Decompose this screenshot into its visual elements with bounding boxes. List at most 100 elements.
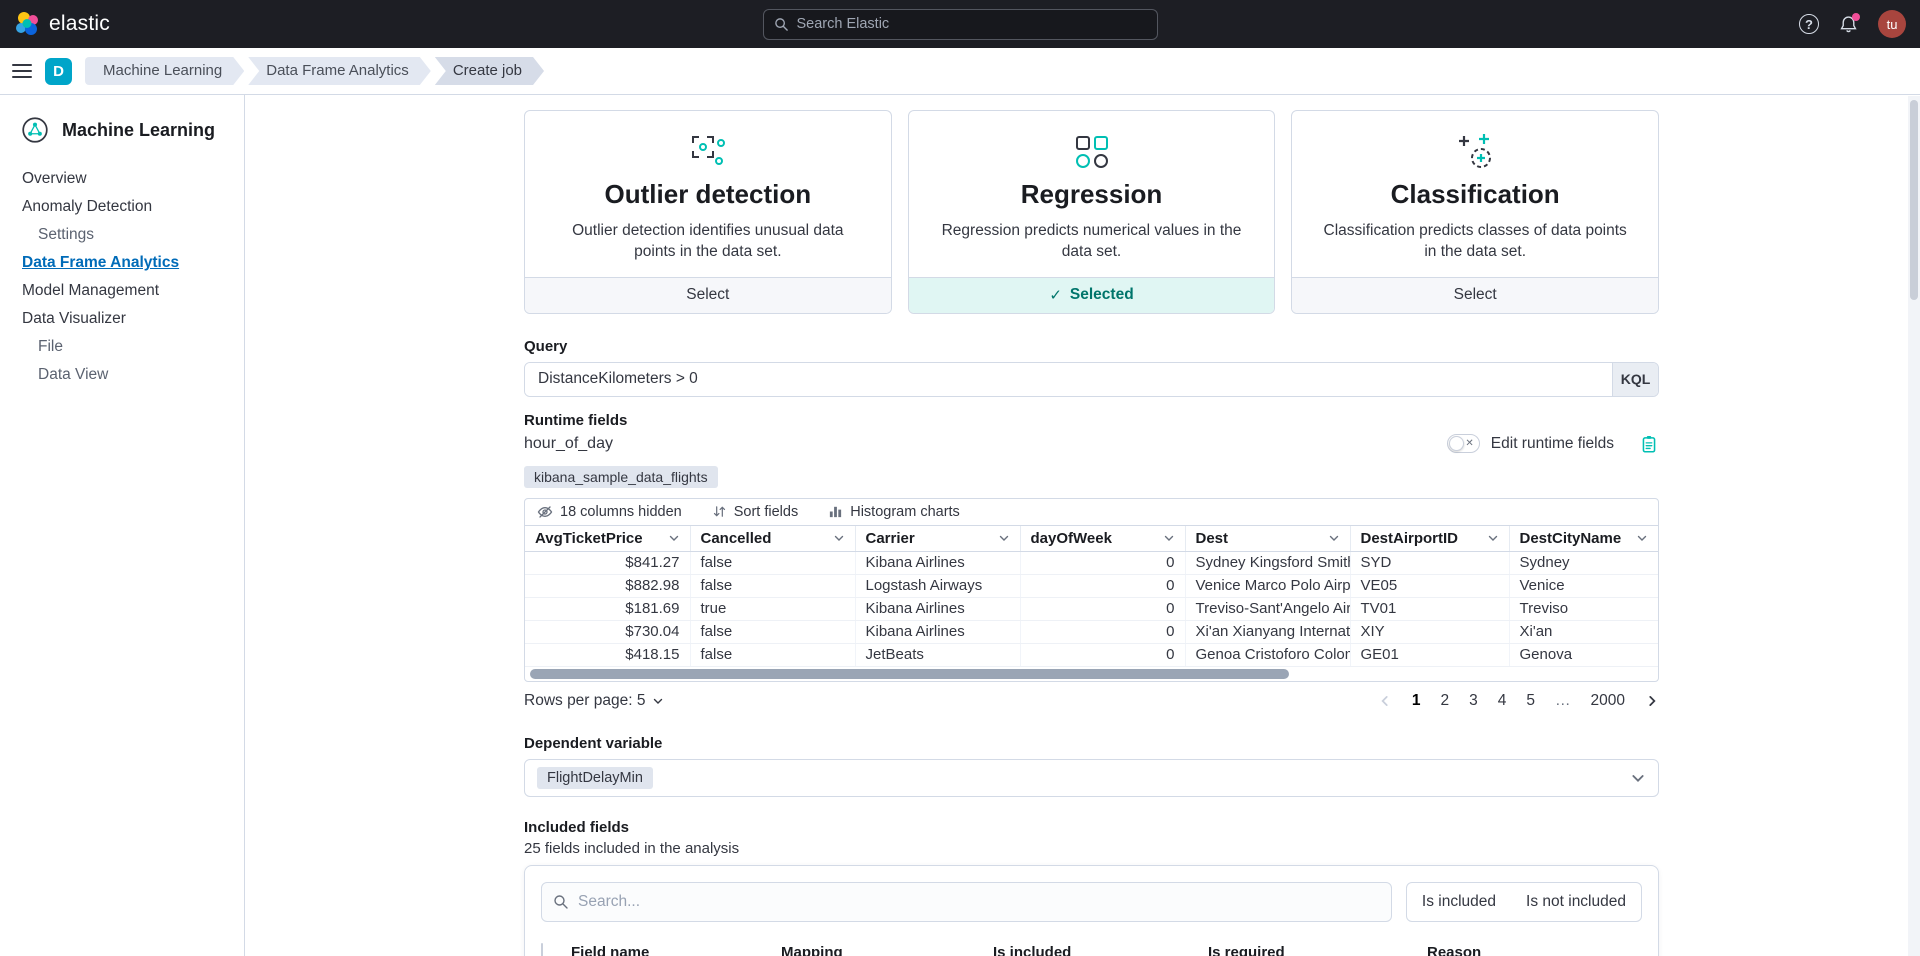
next-page-icon[interactable] (1645, 694, 1659, 708)
cell: TV01 (1350, 597, 1510, 621)
cell: $418.15 (525, 643, 691, 667)
grid-toolbar: 18 columns hidden Sort fields Histogram … (525, 499, 1658, 526)
histogram-icon (828, 504, 843, 519)
breadcrumb-data-frame-analytics[interactable]: Data Frame Analytics (248, 57, 431, 85)
is-included-filter-button[interactable]: Is included (1421, 892, 1497, 910)
clipboard-icon[interactable] (1639, 434, 1659, 454)
sidebar-item-file[interactable]: File (38, 338, 63, 355)
breadcrumb-create-job[interactable]: Create job (435, 57, 544, 85)
sidebar-item-model-management[interactable]: Model Management (22, 282, 159, 299)
select-outlier-detection-button[interactable]: Select (525, 276, 891, 313)
select-all-checkbox[interactable] (541, 942, 543, 956)
global-search-input[interactable] (796, 16, 1147, 32)
column-header-avgticketprice[interactable]: AvgTicketPrice (525, 525, 691, 552)
vertical-scrollbar-thumb[interactable] (1910, 100, 1918, 300)
notifications-bell-icon[interactable] (1839, 12, 1860, 34)
query-input[interactable] (525, 362, 1612, 396)
sidebar-item-data-view[interactable]: Data View (38, 366, 109, 383)
page-4[interactable]: 4 (1497, 691, 1507, 709)
fields-table-header: Field name Mapping Is included Is requir… (541, 942, 1642, 956)
brand: elastic (14, 11, 314, 37)
card-outlier-detection: Outlier detection Outlier detection iden… (524, 110, 892, 314)
edit-runtime-fields-toggle[interactable]: ✕ (1446, 434, 1480, 454)
cell: Treviso-Sant'Angelo Airport (1185, 597, 1351, 621)
table-header-row: AvgTicketPrice Cancelled Carrier dayOfWe… (525, 525, 1658, 552)
space-badge[interactable]: D (45, 57, 72, 85)
menu-icon[interactable] (12, 64, 32, 78)
search-icon (553, 894, 569, 910)
query-label: Query (524, 337, 568, 355)
column-header-dest[interactable]: Dest (1185, 525, 1351, 552)
fields-search-input[interactable] (578, 892, 1380, 911)
user-avatar[interactable]: tu (1878, 10, 1906, 38)
included-fields-label: Included fields (524, 818, 630, 836)
pagination: Rows per page: 5 1 2 3 4 5 … 2000 (524, 692, 1659, 710)
is-not-included-filter-button[interactable]: Is not included (1526, 892, 1626, 910)
chevron-down-icon (1637, 536, 1647, 542)
sidebar-item-settings[interactable]: Settings (38, 226, 95, 243)
sidebar-item-data-frame-analytics[interactable]: Data Frame Analytics (22, 254, 180, 271)
classification-icon (1318, 129, 1632, 175)
source-data-grid: 18 columns hidden Sort fields Histogram … (524, 497, 1659, 682)
cell: 0 (1020, 597, 1186, 621)
data-grid-table: AvgTicketPrice Cancelled Carrier dayOfWe… (525, 525, 1658, 667)
column-header-carrier[interactable]: Carrier (855, 525, 1021, 552)
page-2[interactable]: 2 (1440, 691, 1450, 709)
selected-regression-button[interactable]: ✓ Selected (908, 276, 1275, 313)
card-title: Outlier detection (604, 179, 812, 209)
brand-text: elastic (49, 12, 110, 35)
global-search[interactable] (762, 8, 1158, 40)
fields-search[interactable] (541, 881, 1392, 922)
histogram-charts-button[interactable]: Histogram charts (828, 504, 960, 520)
fields-column-is-included: Is included (993, 943, 1072, 956)
help-icon[interactable]: ? (1799, 14, 1819, 34)
cell: XIY (1350, 620, 1510, 644)
page-1[interactable]: 1 (1411, 691, 1421, 709)
table-row: $181.69 true Kibana Airlines 0 Treviso-S… (525, 597, 1658, 621)
cell: Sydney (1509, 551, 1658, 575)
sidebar-item-data-visualizer[interactable]: Data Visualizer (22, 310, 126, 327)
column-header-destcityname[interactable]: DestCityName (1509, 525, 1658, 552)
cell: Xi'an (1509, 620, 1658, 644)
sidebar: Machine Learning Overview Anomaly Detect… (0, 95, 245, 956)
cell: Kibana Airlines (855, 551, 1021, 575)
edit-runtime-fields-label: Edit runtime fields (1490, 434, 1614, 452)
toggle-knob (1448, 436, 1464, 452)
rows-per-page-button[interactable]: Rows per page: 5 (524, 692, 664, 710)
cell: 0 (1020, 551, 1186, 575)
breadcrumb-machine-learning[interactable]: Machine Learning (85, 57, 244, 85)
column-header-destairportid[interactable]: DestAirportID (1350, 525, 1510, 552)
cell: Logstash Airways (855, 574, 1021, 598)
runtime-field-value: hour_of_day (524, 434, 613, 452)
sort-fields-button[interactable]: Sort fields (712, 504, 798, 520)
elastic-logo-icon[interactable] (14, 11, 40, 37)
previous-page-icon[interactable] (1378, 694, 1392, 708)
page-5[interactable]: 5 (1526, 691, 1536, 709)
column-header-cancelled[interactable]: Cancelled (690, 525, 856, 552)
chevron-down-icon (834, 536, 843, 542)
page-2000[interactable]: 2000 (1590, 691, 1625, 709)
cell: Venice (1509, 574, 1658, 598)
cell: Venice Marco Polo Airport (1185, 574, 1351, 598)
sort-icon (712, 504, 727, 519)
cell: Kibana Airlines (855, 620, 1021, 644)
query-language-button[interactable]: KQL (1612, 362, 1658, 396)
dependent-variable-select[interactable]: FlightDelayMin (524, 758, 1659, 797)
sidebar-item-overview[interactable]: Overview (22, 170, 87, 187)
cell: JetBeats (855, 643, 1021, 667)
main-content: Outlier detection Outlier detection iden… (245, 95, 1920, 956)
outlier-detection-icon (551, 129, 865, 175)
select-classification-button[interactable]: Select (1292, 276, 1659, 313)
cell: true (690, 597, 856, 621)
column-header-dayofweek[interactable]: dayOfWeek (1020, 525, 1186, 552)
card-classification: Classification Classification predicts c… (1291, 110, 1660, 314)
columns-hidden-button[interactable]: 18 columns hidden (537, 504, 682, 520)
horizontal-scrollbar-thumb[interactable] (530, 668, 1290, 679)
page-3[interactable]: 3 (1469, 691, 1478, 709)
included-fields-section: Included fields 25 fields included in th… (524, 819, 1659, 956)
machine-learning-icon (20, 115, 50, 145)
dependent-variable-value: FlightDelayMin (537, 766, 653, 789)
dependent-variable-section: Dependent variable FlightDelayMin (524, 735, 1659, 797)
card-title: Regression (1020, 179, 1163, 209)
sidebar-item-anomaly-detection[interactable]: Anomaly Detection (22, 198, 153, 215)
